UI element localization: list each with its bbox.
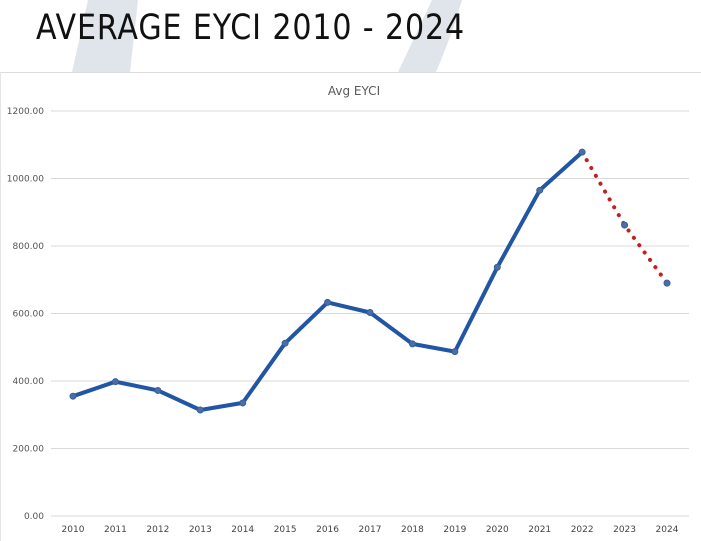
y-axis-ticks: 0.00 200.00 400.00 600.00 800.00 1000.00 1200.… [7, 107, 44, 522]
x-tick-label: 2011 [104, 525, 127, 535]
actual-data-point [493, 263, 501, 271]
actual-data-point [69, 392, 77, 400]
y-tick-label: 800.00 [13, 242, 45, 252]
actual-data-point [451, 348, 459, 356]
line-chart: Avg EYCI 0.00 200.00 400.00 600.00 800.00 100… [7, 84, 689, 535]
x-axis-ticks: 2010 2011 2012 2013 2014 2015 2016 2017 2018 2019… [62, 525, 679, 535]
actual-data-point [281, 339, 289, 347]
actual-data-point [154, 386, 162, 394]
actual-data-point [324, 298, 332, 306]
y-tick-label: 1200.00 [7, 107, 44, 117]
x-tick-label: 2021 [528, 525, 551, 535]
actual-data-point [239, 399, 247, 407]
actual-data-point [408, 340, 416, 348]
actual-data-point [111, 378, 119, 386]
y-tick-label: 1000.00 [7, 175, 44, 185]
actual-data-point [366, 308, 374, 316]
y-tick-label: 600.00 [13, 310, 45, 320]
actual-data-point [536, 186, 544, 194]
x-tick-label: 2015 [274, 525, 297, 535]
slide-title: AVERAGE EYCI 2010 - 2024 [36, 8, 466, 48]
x-tick-label: 2017 [359, 525, 382, 535]
y-tick-label: 0.00 [24, 512, 44, 522]
actual-data-point [196, 406, 204, 414]
x-tick-label: 2022 [571, 525, 594, 535]
x-tick-label: 2023 [613, 525, 636, 535]
x-tick-label: 2024 [656, 525, 679, 535]
actual-data-point [578, 148, 586, 156]
x-tick-label: 2018 [401, 525, 424, 535]
x-tick-label: 2014 [231, 525, 254, 535]
series-layer [69, 148, 671, 414]
x-tick-label: 2019 [443, 525, 466, 535]
chart-panel: Avg EYCI 0.00 200.00 400.00 600.00 800.00 100… [0, 72, 701, 541]
decorative-shape-left [72, 0, 138, 72]
x-tick-label: 2016 [316, 525, 339, 535]
forecast-data-point [663, 279, 671, 287]
x-tick-label: 2012 [146, 525, 169, 535]
forecast-data-point [621, 221, 629, 229]
forecast-series-line [580, 150, 669, 286]
x-tick-label: 2010 [62, 525, 85, 535]
y-tick-label: 400.00 [13, 377, 45, 387]
actual-series-line [71, 150, 585, 412]
chart-title: Avg EYCI [328, 84, 380, 98]
x-tick-label: 2013 [189, 525, 212, 535]
y-tick-label: 200.00 [13, 445, 45, 455]
decorative-shape-right [398, 0, 462, 72]
x-tick-label: 2020 [486, 525, 509, 535]
